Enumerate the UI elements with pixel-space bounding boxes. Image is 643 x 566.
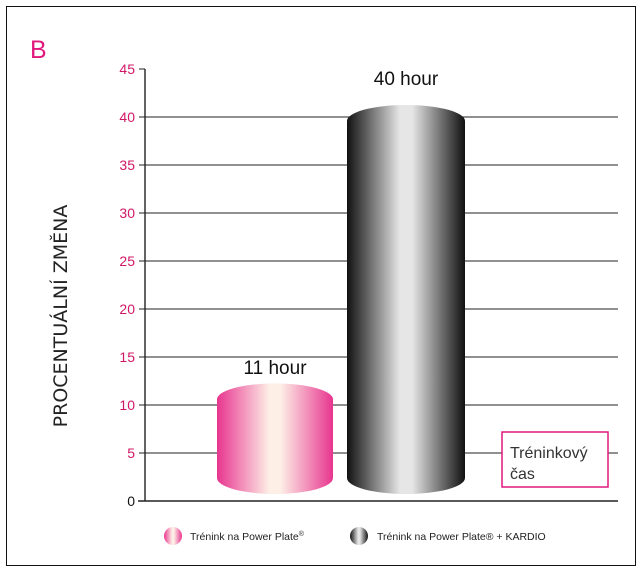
y-tick-label-5: 5: [127, 445, 135, 461]
y-tick-label-10: 10: [119, 397, 135, 413]
annotation-box: Tréninkový čas: [501, 431, 609, 488]
bar-1: [217, 383, 333, 494]
bar-1-body: [217, 399, 333, 494]
y-tick-label-0: 0: [127, 493, 135, 509]
bars: [217, 105, 465, 494]
legend-item-1: Trénink na Power Plate®: [190, 530, 305, 543]
bar-2-top: [347, 105, 465, 137]
legend-item-1-superscript: ®: [299, 530, 305, 538]
bar-2-body: [347, 121, 465, 494]
data-label-bar-1: 11 hour: [243, 358, 307, 379]
annotation-border: [501, 431, 609, 488]
y-tick-label-15: 15: [119, 349, 135, 365]
y-axis-label: PROCENTUÁLNÍ ZMĚNA: [49, 205, 72, 428]
y-tick-labels: 0 5 10 15 20 25 30 35 40 45: [119, 61, 135, 509]
bar-2: [347, 105, 465, 494]
annotation-line-2: čas: [510, 466, 535, 483]
data-label-bar-2: 40 hour: [374, 69, 439, 90]
legend-item-2: Trénink na Power Plate® + KARDIO: [377, 531, 546, 543]
legend: Trénink na Power Plate® Trénink na Power…: [164, 527, 546, 545]
annotation-line-1: Tréninkový: [510, 445, 588, 462]
y-tick-label-20: 20: [119, 301, 135, 317]
legend-swatch-2: [350, 527, 368, 545]
panel-label: B: [30, 36, 47, 64]
legend-item-1-text: Trénink na Power Plate: [190, 531, 299, 543]
y-tick-label-25: 25: [119, 253, 135, 269]
legend-swatch-1: [164, 527, 182, 545]
y-tick-label-45: 45: [119, 61, 135, 77]
y-tick-label-35: 35: [119, 157, 135, 173]
y-tick-label-40: 40: [119, 109, 135, 125]
bar-1-top: [217, 383, 333, 416]
y-tick-label-30: 30: [119, 205, 135, 221]
